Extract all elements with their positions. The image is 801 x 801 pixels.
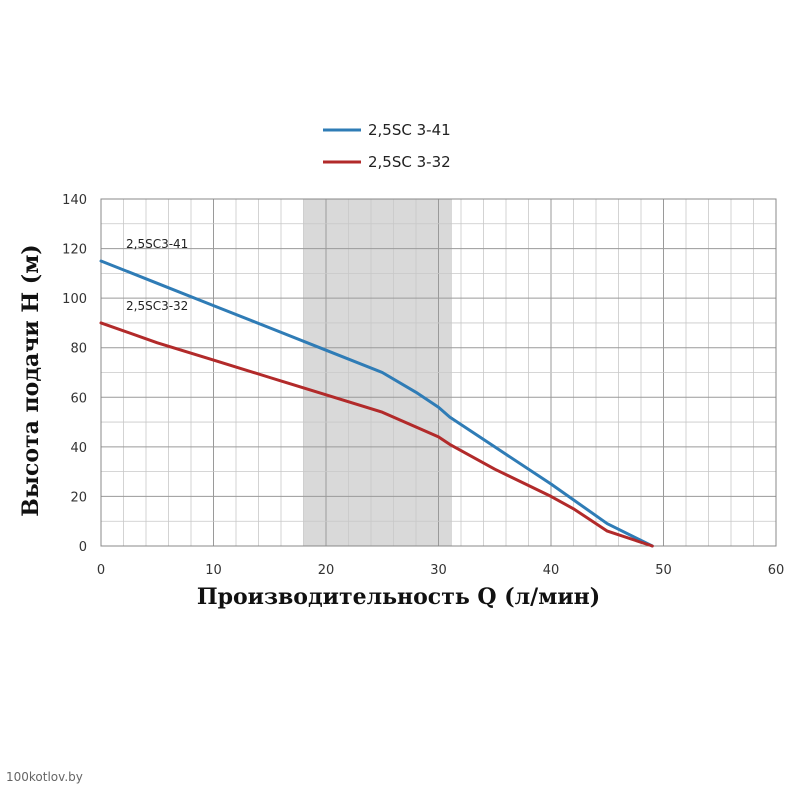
plot-frame <box>100 198 777 547</box>
y-tick-label: 140 <box>62 193 87 208</box>
series-lines <box>99 259 654 548</box>
x-tick-label: 60 <box>768 563 785 578</box>
curve-label: 2,5SC3-41 <box>126 237 188 251</box>
x-axis-title: Производительность Q (л/мин) <box>197 584 600 610</box>
y-tick-label: 100 <box>62 292 87 307</box>
x-tick-label: 30 <box>430 563 447 578</box>
x-tick-label: 50 <box>655 563 672 578</box>
y-tick-label: 60 <box>70 391 87 406</box>
legend-label: 2,5SC 3-32 <box>368 153 451 171</box>
watermark: 100kotlov.by <box>6 770 83 784</box>
y-axis-title: Высота подачи H (м) <box>18 244 44 516</box>
x-tick-label: 10 <box>205 563 222 578</box>
series-line-1 <box>99 259 654 548</box>
curve-label: 2,5SC3-32 <box>126 299 188 313</box>
y-tick-label: 40 <box>70 441 87 456</box>
tick-labels: 0 10 20 30 40 50 60 0 20 40 60 80 100 120 140 <box>62 193 784 578</box>
series-line-2 <box>99 321 654 548</box>
y-tick-label: 20 <box>70 490 87 505</box>
curve-labels: 2,5SC3-41 2,5SC3-32 <box>126 237 188 313</box>
grid <box>100 198 777 547</box>
y-tick-label: 120 <box>62 243 87 258</box>
y-tick-label: 0 <box>79 540 87 555</box>
legend: 2,5SC 3-41 2,5SC 3-32 <box>323 121 451 171</box>
x-tick-label: 0 <box>97 563 105 578</box>
legend-label: 2,5SC 3-41 <box>368 121 451 139</box>
x-tick-label: 40 <box>543 563 560 578</box>
x-tick-label: 20 <box>318 563 335 578</box>
y-tick-label: 80 <box>70 342 87 357</box>
